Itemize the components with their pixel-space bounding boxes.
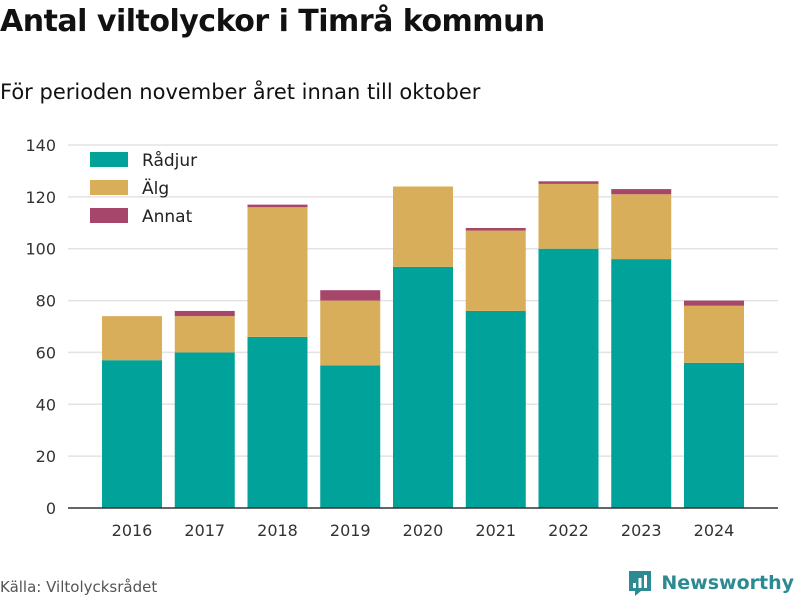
bar-segment-rådjur: [684, 362, 744, 508]
legend-swatch: [90, 208, 128, 223]
bar-segment-rådjur: [174, 352, 235, 508]
bar-segment-rådjur: [611, 259, 672, 508]
bar-segment-annat: [174, 310, 235, 317]
bar-segment-annat: [611, 189, 672, 195]
x-tick-label: 2021: [475, 521, 516, 540]
bar-segment-annat: [684, 300, 744, 306]
y-tick-label: 100: [25, 240, 56, 259]
x-tick-label: 2024: [694, 521, 735, 540]
y-axis: 0 20 40 60 80 100 120 140: [25, 136, 56, 518]
brand-logo: Newsworthy: [627, 569, 794, 597]
x-tick-label: 2023: [621, 521, 662, 540]
y-tick-label: 60: [36, 343, 56, 362]
bars: [102, 181, 744, 508]
y-tick-label: 140: [25, 136, 56, 155]
bar-segment-älg: [102, 316, 162, 361]
bar-segment-älg: [174, 316, 235, 353]
legend-swatch: [90, 152, 128, 167]
bar-segment-annat: [320, 290, 381, 301]
y-tick-label: 0: [46, 499, 56, 518]
bar-segment-annat: [247, 204, 308, 208]
x-tick-label: 2018: [257, 521, 298, 540]
bar-segment-rådjur: [102, 360, 162, 508]
bar-segment-älg: [247, 207, 308, 337]
x-axis: 2016 2017 2018 2019 2020 2021 2022 2023 2024: [112, 521, 735, 540]
bar-segment-rådjur: [465, 310, 526, 508]
source-note: Källa: Viltolycksrådet: [0, 578, 158, 596]
x-tick-label: 2020: [403, 521, 444, 540]
legend: Rådjur Älg Annat: [90, 150, 197, 227]
bar-segment-rådjur: [247, 336, 308, 508]
chart-title: Antal viltolyckor i Timrå kommun: [0, 4, 545, 39]
x-tick-label: 2016: [112, 521, 153, 540]
bar-segment-älg: [393, 186, 453, 267]
x-tick-label: 2022: [548, 521, 589, 540]
legend-label: Annat: [142, 207, 193, 227]
legend-label: Rådjur: [142, 150, 197, 171]
y-tick-label: 20: [36, 447, 56, 466]
bar-segment-rådjur: [320, 365, 381, 508]
bar-segment-älg: [320, 300, 381, 366]
brand-name: Newsworthy: [661, 572, 794, 594]
bar-segment-annat: [538, 181, 599, 184]
y-tick-label: 120: [25, 188, 56, 207]
x-tick-label: 2017: [184, 521, 225, 540]
bar-segment-rådjur: [538, 248, 599, 508]
y-tick-label: 40: [36, 395, 56, 414]
x-tick-label: 2019: [330, 521, 371, 540]
y-tick-label: 80: [36, 292, 56, 311]
legend-swatch: [90, 180, 128, 195]
bar-segment-annat: [465, 227, 526, 231]
legend-label: Älg: [142, 178, 169, 199]
bar-segment-älg: [465, 230, 526, 311]
bar-segment-älg: [538, 183, 599, 249]
bar-segment-älg: [611, 194, 672, 260]
chart-subtitle: För perioden november året innan till ok…: [0, 80, 481, 104]
bar-segment-rådjur: [393, 266, 453, 508]
newsworthy-chart-icon: [629, 571, 652, 596]
bar-segment-älg: [684, 305, 744, 363]
